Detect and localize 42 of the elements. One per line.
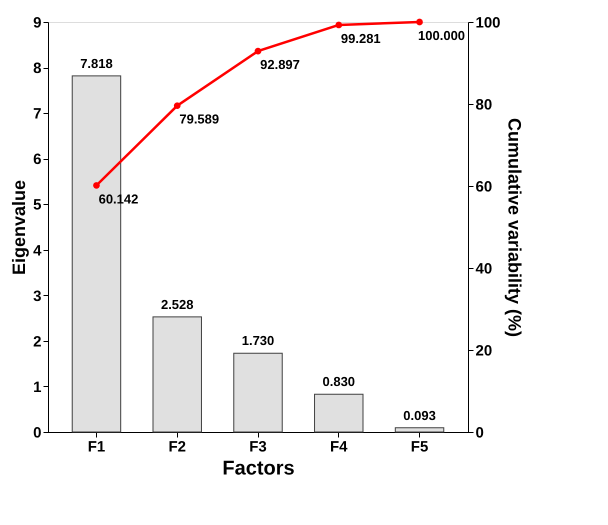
data-label: 1.730: [242, 333, 274, 348]
data-label: 100.000: [418, 28, 466, 43]
point: [174, 102, 181, 110]
bar: [394, 427, 444, 432]
y-tick-label: 2: [33, 333, 42, 350]
bar: [233, 352, 283, 432]
y-tick-label: 6: [33, 151, 42, 168]
y-tick-label: 3: [33, 288, 42, 305]
y-tick-label: 0: [33, 424, 42, 442]
y2-axis-title: Cumulative variability (%): [504, 118, 525, 338]
data-label: 2.528: [160, 296, 194, 312]
bar: [314, 394, 364, 432]
x-tick-label: F1: [88, 438, 106, 456]
data-label: 99.281: [340, 30, 381, 46]
y2-tick-label: 100: [476, 14, 501, 32]
y2-tick-label: 20: [476, 342, 492, 360]
x-tick-label: F4: [330, 438, 348, 456]
y2-tick-label: 0: [476, 424, 484, 442]
point: [254, 48, 262, 54]
x-tick-label: F2: [168, 438, 186, 456]
y2-tick-label: 80: [476, 96, 492, 114]
data-label: 0.093: [403, 408, 436, 423]
bar: [152, 316, 202, 432]
y-tick-label: 7: [33, 106, 42, 123]
point: [416, 18, 423, 26]
y-tick-label: 4: [33, 242, 42, 260]
y-tick-label: 1: [33, 378, 42, 396]
y2-tick-label: 40: [476, 260, 492, 278]
data-label: 7.818: [80, 56, 113, 71]
x-axis-title: Factors: [222, 458, 295, 480]
x-tick-label: F3: [249, 438, 267, 456]
y-tick-label: 5: [33, 196, 42, 214]
data-label: 79.589: [179, 112, 220, 127]
y-axis-title: Eigenvalue: [9, 180, 30, 276]
data-label: 0.830: [322, 374, 356, 390]
y-tick-label: 8: [33, 60, 42, 78]
point: [335, 22, 342, 28]
point: [93, 182, 100, 189]
y-tick-label: 9: [33, 14, 42, 32]
x-tick-label: F5: [410, 438, 428, 456]
y2-tick-label: 60: [476, 178, 492, 196]
data-label: 92.897: [260, 57, 300, 72]
